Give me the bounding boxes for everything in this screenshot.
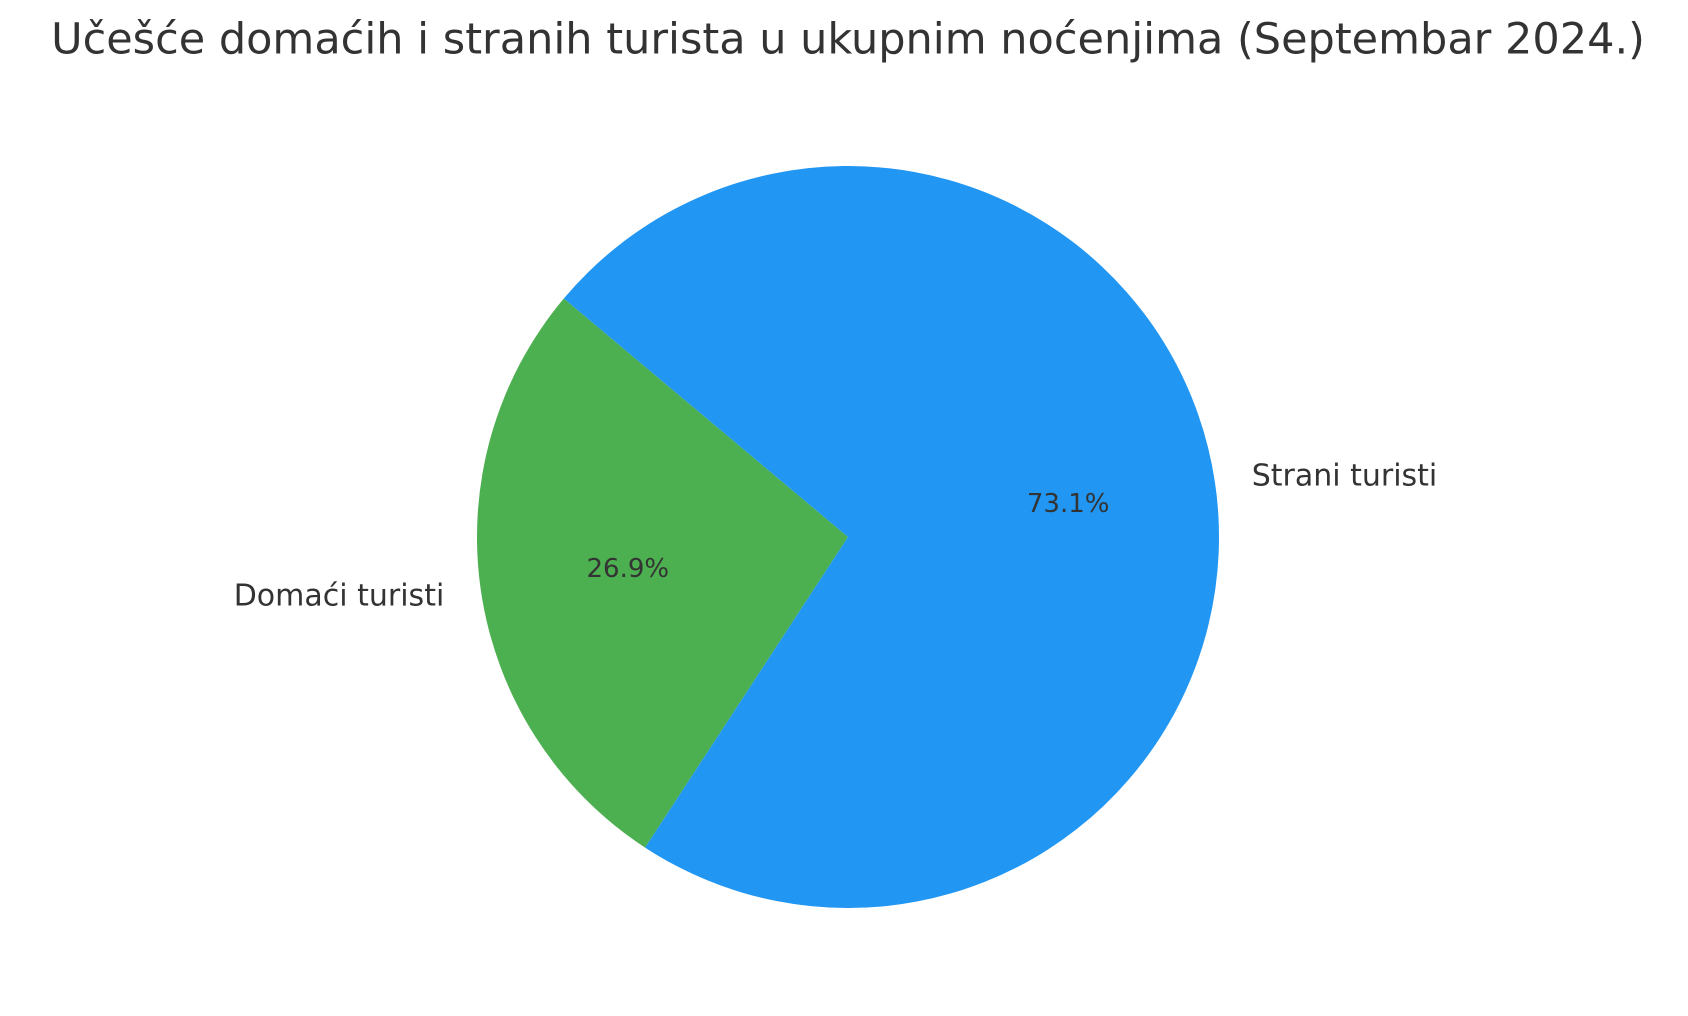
pie-slice [563, 165, 1220, 908]
value-label: 73.1% [1027, 489, 1110, 519]
value-label: 26.9% [586, 554, 669, 584]
slice-label: Strani turisti [1252, 459, 1438, 494]
slice-label: Domaći turisti [234, 578, 445, 613]
pie-slice [476, 298, 848, 848]
chart-title: Učešće domaćih i stranih turista u ukupn… [51, 15, 1645, 65]
